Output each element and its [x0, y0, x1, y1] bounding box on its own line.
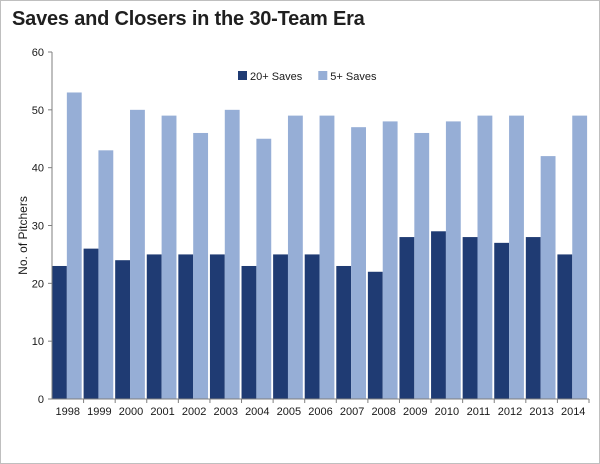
x-tick-label: 2012 [498, 406, 522, 418]
bar-20-saves-2007 [336, 265, 352, 399]
bar-5-saves-2003 [224, 109, 240, 399]
bar-5-saves-2010 [445, 121, 461, 400]
x-tick-label: 2008 [371, 406, 395, 418]
bar-5-saves-2009 [414, 132, 430, 399]
y-tick-label: 60 [32, 47, 44, 59]
x-tick-label: 2014 [561, 406, 585, 418]
bar-20-saves-2009 [399, 237, 415, 399]
y-tick-label: 10 [32, 336, 44, 348]
bar-20-saves-1999 [83, 248, 99, 399]
bar-20-saves-2008 [367, 271, 383, 399]
bar-20-saves-2014 [557, 254, 573, 399]
x-tick-label: 2010 [435, 406, 459, 418]
x-tick-label: 2013 [529, 406, 553, 418]
y-tick-label: 20 [32, 278, 44, 290]
y-tick-label: 30 [32, 221, 44, 233]
legend-label: 5+ Saves [330, 71, 377, 83]
bar-5-saves-2006 [319, 115, 335, 400]
legend-swatch [318, 71, 328, 80]
chart-title: Saves and Closers in the 30-Team Era [12, 8, 365, 30]
x-tick-label: 2000 [119, 406, 143, 418]
bar-5-saves-2001 [161, 115, 177, 400]
y-tick-label: 40 [32, 163, 44, 175]
bar-5-saves-2012 [509, 115, 524, 400]
bar-20-saves-2005 [273, 254, 288, 399]
axes-layer: 1998 1999 2000 2001 2002 2003 2004 2005 2006 2007… [32, 47, 590, 418]
x-tick-label: 2009 [403, 406, 427, 418]
legend-swatch [238, 71, 247, 80]
bars-layer [52, 92, 588, 400]
bar-5-saves-2014 [572, 115, 588, 400]
y-tick-label: 50 [32, 105, 44, 117]
bar-5-saves-1999 [98, 150, 114, 399]
x-tick-label: 2002 [182, 406, 206, 418]
y-tick-label: 0 [38, 394, 44, 406]
x-tick-label: 2003 [213, 406, 237, 418]
y-axis-label: No. of Pitchers [16, 196, 30, 275]
x-tick-label: 2007 [340, 406, 364, 418]
bar-20-saves-2000 [115, 260, 131, 399]
bar-5-saves-2002 [193, 132, 209, 399]
bar-20-saves-1998 [52, 265, 67, 399]
x-tick-label: 2005 [277, 406, 301, 418]
bar-20-saves-2011 [462, 237, 478, 399]
bar-5-saves-2000 [130, 109, 145, 399]
x-tick-label: 1998 [56, 406, 80, 418]
x-tick-label: 1999 [87, 406, 111, 418]
x-tick-label: 2001 [150, 406, 174, 418]
bar-20-saves-2010 [431, 231, 446, 399]
bar-5-saves-2005 [287, 115, 303, 400]
bar-5-saves-2011 [477, 115, 493, 400]
bar-5-saves-2008 [382, 121, 398, 400]
x-tick-label: 2011 [467, 406, 491, 418]
bar-5-saves-2013 [540, 156, 556, 399]
bar-20-saves-2002 [178, 254, 194, 399]
x-tick-label: 2006 [308, 406, 332, 418]
bar-20-saves-2003 [209, 254, 225, 399]
bar-20-saves-2001 [146, 254, 162, 399]
legend: 20+ Saves 5+ Saves [238, 71, 377, 83]
bar-5-saves-1998 [66, 92, 82, 399]
x-tick-label: 2004 [245, 406, 269, 418]
bar-5-saves-2007 [351, 127, 366, 400]
bar-20-saves-2013 [525, 237, 541, 399]
bar-20-saves-2012 [494, 242, 510, 399]
bar-20-saves-2004 [241, 265, 257, 399]
legend-label: 20+ Saves [250, 71, 303, 83]
bar-20-saves-2006 [304, 254, 320, 399]
bar-5-saves-2004 [256, 138, 272, 399]
